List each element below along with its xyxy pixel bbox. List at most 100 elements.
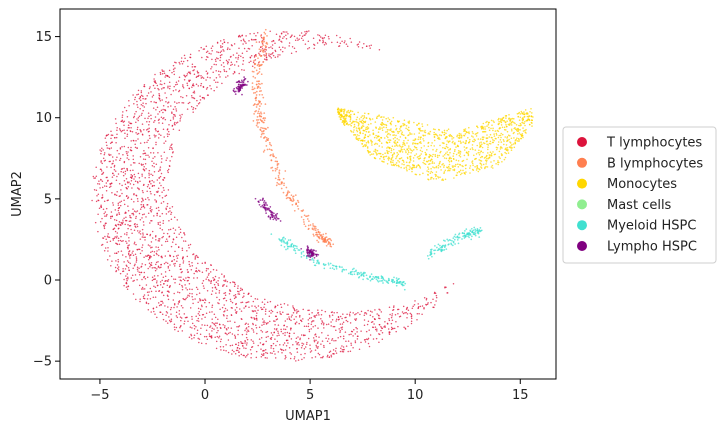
point-monocytes [364,144,366,146]
point-t-lymphocytes [160,304,162,306]
point-monocytes [339,108,341,111]
point-t-lymphocytes [452,282,455,285]
point-t-lymphocytes [412,305,414,308]
point-t-lymphocytes [285,344,288,347]
point-b-lymphocytes [277,183,280,185]
point-myeloid-hspc [451,244,454,247]
point-t-lymphocytes [100,206,103,209]
point-monocytes [418,158,421,160]
point-t-lymphocytes [136,278,138,281]
point-t-lymphocytes [174,278,177,280]
point-b-lymphocytes [259,64,261,66]
point-t-lymphocytes [133,178,135,180]
point-t-lymphocytes [427,302,429,304]
point-t-lymphocytes [150,264,152,266]
point-myeloid-hspc [450,242,452,245]
point-t-lymphocytes [247,323,249,325]
point-lympho-hspc [237,86,240,88]
point-t-lymphocytes [106,144,108,147]
point-monocytes [349,123,351,126]
point-t-lymphocytes [137,172,140,175]
point-t-lymphocytes [136,147,138,149]
point-monocytes [531,112,533,114]
point-t-lymphocytes [124,132,126,134]
point-t-lymphocytes [284,349,287,351]
point-monocytes [379,126,381,128]
point-monocytes [475,135,478,137]
point-monocytes [364,112,366,115]
point-monocytes [464,173,467,175]
point-t-lymphocytes [197,313,200,315]
point-monocytes [390,158,393,161]
point-monocytes [530,108,532,110]
point-t-lymphocytes [219,76,221,78]
point-b-lymphocytes [258,100,261,103]
point-t-lymphocytes [181,284,183,287]
point-t-lymphocytes [227,320,229,323]
point-t-lymphocytes [114,209,117,211]
point-t-lymphocytes [123,284,125,287]
point-monocytes [480,150,483,153]
point-monocytes [409,157,412,159]
point-b-lymphocytes [256,80,258,83]
point-t-lymphocytes [391,314,393,317]
point-myeloid-hspc [431,255,433,258]
point-t-lymphocytes [130,127,132,129]
point-t-lymphocytes [341,326,344,328]
point-monocytes [480,128,483,130]
point-monocytes [360,126,363,128]
point-monocytes [503,143,505,146]
point-b-lymphocytes [258,108,261,110]
point-t-lymphocytes [155,135,157,137]
legend-label-mast-cells: Mast cells [607,198,672,213]
point-monocytes [396,138,399,140]
point-t-lymphocytes [101,194,104,196]
point-myeloid-hspc [470,238,473,241]
point-t-lymphocytes [147,267,149,270]
point-t-lymphocytes [165,97,168,99]
point-monocytes [431,162,434,164]
point-monocytes [352,131,355,133]
point-t-lymphocytes [184,240,187,242]
point-t-lymphocytes [154,136,156,138]
point-b-lymphocytes [255,83,258,86]
point-t-lymphocytes [110,154,112,156]
point-t-lymphocytes [200,327,202,329]
point-monocytes [506,130,509,133]
point-monocytes [458,171,461,173]
point-t-lymphocytes [300,320,303,323]
point-t-lymphocytes [153,194,156,196]
point-t-lymphocytes [270,336,273,339]
point-t-lymphocytes [178,90,180,93]
point-t-lymphocytes [174,115,176,117]
point-t-lymphocytes [268,310,271,312]
point-monocytes [437,167,440,169]
point-t-lymphocytes [266,301,269,303]
point-t-lymphocytes [154,128,157,130]
point-monocytes [364,120,367,123]
point-t-lymphocytes [189,292,191,295]
point-t-lymphocytes [235,60,238,63]
point-t-lymphocytes [134,225,136,228]
point-t-lymphocytes [107,246,109,249]
point-monocytes [437,164,440,167]
point-monocytes [447,141,450,144]
point-t-lymphocytes [101,196,104,199]
point-t-lymphocytes [159,215,161,218]
point-monocytes [337,108,339,111]
point-monocytes [481,131,484,133]
point-lympho-hspc [307,254,309,256]
point-monocytes [479,138,482,140]
point-monocytes [471,168,474,171]
point-t-lymphocytes [207,274,210,276]
point-monocytes [520,110,523,113]
point-t-lymphocytes [201,76,204,78]
point-monocytes [386,142,389,144]
point-t-lymphocytes [202,86,205,89]
point-monocytes [424,151,427,154]
point-monocytes [504,156,507,159]
point-t-lymphocytes [148,121,151,123]
point-t-lymphocytes [391,313,394,315]
point-monocytes [469,138,471,141]
point-t-lymphocytes [121,145,123,148]
